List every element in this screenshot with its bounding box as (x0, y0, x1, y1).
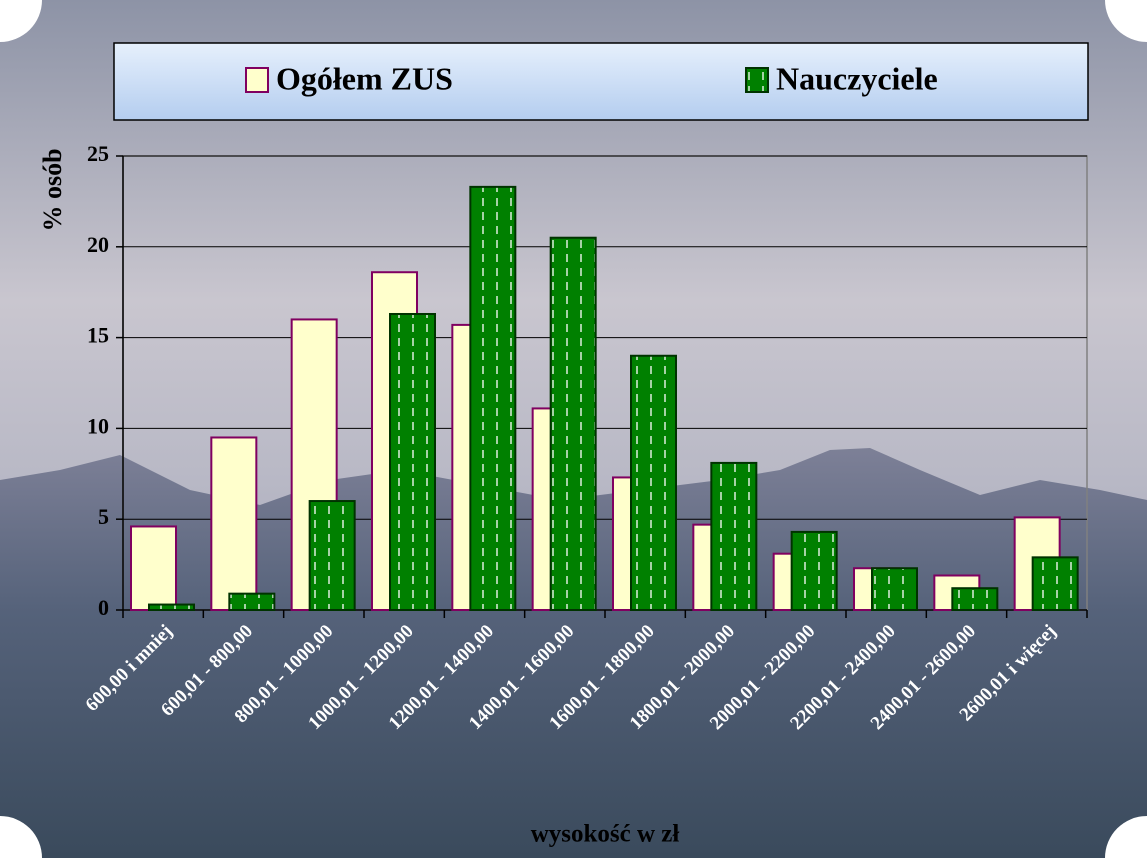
legend-swatch (245, 67, 269, 93)
legend-box (113, 42, 1089, 121)
bar (1031, 556, 1079, 611)
legend-swatch (745, 67, 769, 93)
legend-label: Ogółem ZUS (276, 60, 453, 96)
corner (0, 816, 42, 863)
bar (148, 603, 195, 612)
bar (308, 500, 356, 612)
corner (1105, 0, 1147, 42)
bar (710, 461, 758, 611)
corner (1105, 816, 1147, 863)
bar (210, 436, 258, 612)
y-tick-label: 15 (87, 323, 109, 348)
bar (871, 567, 918, 611)
bar (228, 592, 276, 612)
corner (0, 0, 42, 42)
y-tick-label: 10 (87, 413, 109, 438)
mountains (0, 448, 1147, 858)
bar (469, 185, 517, 611)
bar (951, 587, 999, 612)
y-tick-label: 5 (98, 504, 109, 529)
y-tick-label: 20 (87, 232, 109, 257)
legend-label: Nauczyciele (776, 60, 938, 96)
x-axis-title: wysokość w zł (531, 821, 680, 848)
bar (389, 312, 436, 611)
bar (630, 354, 677, 612)
bar (130, 525, 177, 611)
y-tick-label: 25 (87, 141, 109, 166)
bar (549, 236, 597, 611)
y-axis-title: % osób (38, 148, 67, 231)
y-tick-label: 0 (98, 595, 109, 620)
bar (790, 530, 838, 611)
